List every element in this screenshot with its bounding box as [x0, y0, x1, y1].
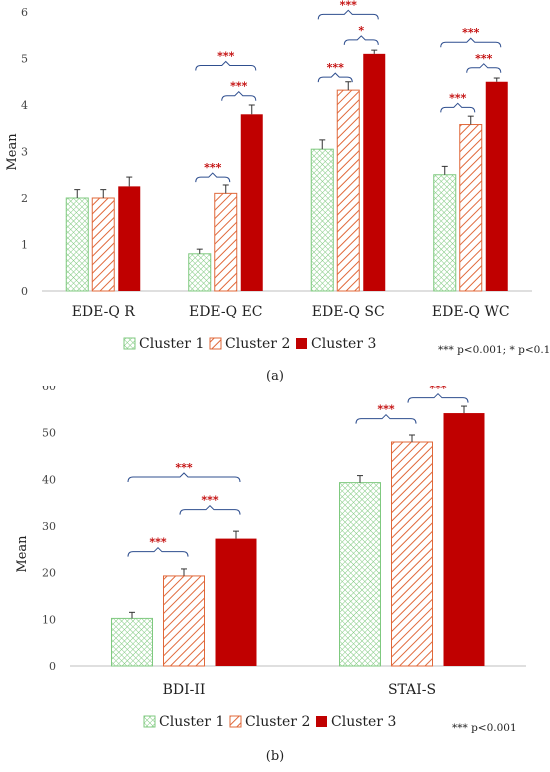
significance-label: *** — [475, 52, 493, 65]
significance-bracket — [317, 72, 353, 83]
significance-label: *** — [204, 161, 222, 174]
significance-bracket — [317, 9, 379, 20]
chart-b: 0 10 20 30 40 50 60 Mean BDI-II STAI-S *** *** *** **… — [15, 386, 526, 764]
panel-label: (b) — [266, 749, 284, 764]
significance-label: *** — [217, 49, 235, 62]
legend-label: Cluster 1 — [159, 714, 224, 730]
significance-label: *** — [429, 386, 447, 395]
bar-cluster-3 — [215, 538, 257, 666]
y-tick-label: 4 — [21, 99, 28, 112]
y-tick-label: 30 — [42, 520, 56, 533]
significance-bracket — [407, 392, 469, 403]
y-tick-label: 6 — [21, 6, 28, 19]
y-tick-label: 10 — [42, 613, 56, 626]
bar-cluster-1 — [65, 197, 89, 292]
y-tick-label: 50 — [42, 427, 56, 440]
legend-swatch-cluster-3 — [316, 716, 327, 727]
x-tick-label: EDE-Q WC — [432, 304, 510, 320]
legend-swatch-cluster-3 — [296, 338, 307, 349]
y-tick-label: 0 — [49, 660, 56, 673]
significance-bracket — [440, 102, 476, 113]
y-tick-label: 5 — [21, 53, 28, 66]
legend-swatch-cluster-2 — [229, 715, 242, 728]
bar-cluster-2 — [459, 124, 483, 292]
significance-note: *** p<0.001 — [452, 722, 517, 734]
significance-label: *** — [149, 536, 167, 549]
significance-bracket — [466, 63, 502, 73]
x-tick-label: EDE-Q EC — [189, 304, 263, 320]
legend-label: Cluster 1 — [139, 336, 204, 352]
x-tick-label: BDI-II — [163, 682, 206, 698]
y-tick-label: 0 — [21, 285, 28, 298]
significance-bracket — [127, 546, 189, 557]
significance-bracket — [221, 90, 257, 101]
bar-cluster-1 — [339, 482, 381, 667]
significance-bracket — [127, 472, 241, 483]
y-axis-label: Mean — [5, 133, 20, 171]
chart-a: 0 1 2 3 4 5 6 Mean EDE-Q R EDE-Q EC EDE-Q SC EDE-Q … — [5, 0, 550, 384]
significance-note: *** p<0.001; * p<0.1 — [438, 344, 550, 356]
bar-cluster-2 — [391, 441, 433, 667]
bar-cluster-2 — [163, 575, 205, 667]
x-tick-label: EDE-Q SC — [312, 304, 385, 320]
significance-bracket — [440, 37, 502, 48]
bar-cluster-1 — [310, 148, 334, 292]
bar-cluster-2 — [91, 197, 115, 292]
significance-label: * — [358, 24, 364, 37]
significance-bracket — [355, 413, 417, 424]
significance-label: *** — [377, 403, 395, 416]
bar-cluster-3 — [485, 81, 508, 291]
y-tick-label: 40 — [42, 473, 56, 486]
significance-label: *** — [462, 26, 480, 39]
x-tick-label: STAI-S — [388, 682, 436, 698]
significance-bracket — [195, 172, 231, 183]
significance-bracket — [179, 504, 241, 515]
bar-cluster-3 — [363, 53, 386, 291]
bar-cluster-2 — [214, 192, 238, 292]
panel-label: (a) — [266, 369, 284, 384]
significance-label: *** — [340, 0, 358, 11]
y-tick-label: 60 — [42, 386, 56, 393]
bar-cluster-1 — [111, 617, 153, 667]
bar-cluster-3 — [443, 413, 485, 666]
y-tick-label: 3 — [21, 146, 28, 159]
y-tick-label: 1 — [21, 239, 28, 252]
significance-label: *** — [230, 80, 248, 93]
significance-label: *** — [201, 494, 219, 507]
y-tick-label: 2 — [21, 192, 28, 205]
significance-label: *** — [327, 61, 345, 74]
bar-cluster-3 — [118, 186, 141, 291]
legend-swatch-cluster-1 — [143, 715, 156, 728]
legend-swatch-cluster-1 — [123, 337, 136, 350]
bar-cluster-3 — [240, 114, 263, 291]
significance-bracket — [195, 60, 257, 71]
legend-label: Cluster 3 — [331, 714, 396, 730]
significance-bracket — [343, 35, 379, 45]
x-tick-label: EDE-Q R — [72, 304, 136, 320]
bar-cluster-1 — [188, 253, 212, 292]
legend-label: Cluster 2 — [245, 714, 310, 730]
y-axis-label: Mean — [15, 535, 30, 573]
legend-label: Cluster 2 — [225, 336, 290, 352]
legend-label: Cluster 3 — [311, 336, 376, 352]
legend-swatch-cluster-2 — [209, 337, 222, 350]
significance-label: *** — [175, 461, 193, 474]
bar-cluster-1 — [433, 174, 457, 292]
significance-label: *** — [449, 91, 467, 104]
bar-cluster-2 — [336, 89, 360, 292]
y-tick-label: 20 — [42, 567, 56, 580]
